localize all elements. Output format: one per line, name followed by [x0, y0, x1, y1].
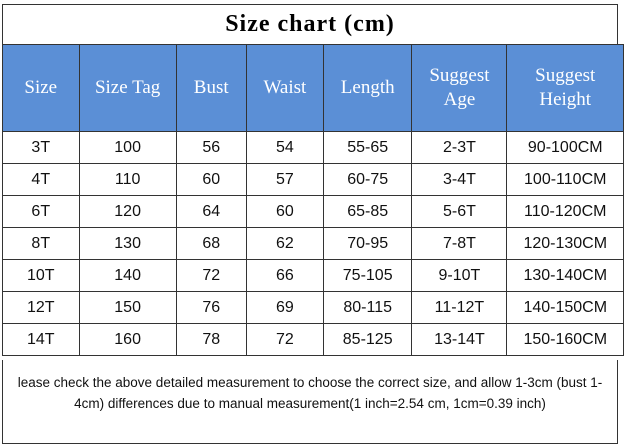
data-cell: 11-12T — [411, 291, 508, 324]
data-cell: 120-130CM — [506, 227, 624, 260]
data-cell: 78 — [175, 323, 247, 356]
data-cell: 60-75 — [323, 163, 413, 196]
data-cell: 57 — [245, 163, 325, 196]
data-cell: 54 — [245, 131, 325, 164]
data-cell: 150-160CM — [506, 323, 624, 356]
data-cell: 120 — [78, 195, 177, 228]
data-cell: 110 — [78, 163, 177, 196]
data-cell: 55-65 — [323, 131, 413, 164]
data-cell: 80-115 — [323, 291, 413, 324]
title: Size chart (cm) — [2, 4, 618, 44]
data-cell: 100 — [78, 131, 177, 164]
data-cell: 4T — [2, 163, 80, 196]
data-row: 8T 130 68 62 70-95 7-8T 120-130CM — [2, 227, 624, 260]
data-row: 10T 140 72 66 75-105 9-10T 130-140CM — [2, 259, 624, 292]
data-cell: 70-95 — [323, 227, 413, 260]
data-cell: 150 — [78, 291, 177, 324]
data-cell: 65-85 — [323, 195, 413, 228]
data-row: 12T 150 76 69 80-115 11-12T 140-150CM — [2, 291, 624, 324]
data-cell: 2-3T — [411, 131, 508, 164]
data-cell: 5-6T — [411, 195, 508, 228]
header-cell: Suggest Height — [506, 44, 624, 132]
data-cell: 13-14T — [411, 323, 508, 356]
data-cell: 130-140CM — [506, 259, 624, 292]
header-cell: Length — [323, 44, 413, 132]
data-cell: 8T — [2, 227, 80, 260]
data-row: 4T 110 60 57 60-75 3-4T 100-110CM — [2, 163, 624, 196]
data-cell: 10T — [2, 259, 80, 292]
data-cell: 6T — [2, 195, 80, 228]
data-cell: 110-120CM — [506, 195, 624, 228]
data-cell: 85-125 — [323, 323, 413, 356]
data-cell: 140 — [78, 259, 177, 292]
note: lease check the above detailed measureme… — [2, 360, 618, 444]
data-cell: 3-4T — [411, 163, 508, 196]
data-cell: 56 — [175, 131, 247, 164]
header-cell: Waist — [245, 44, 325, 132]
data-cell: 75-105 — [323, 259, 413, 292]
header-cell: Suggest Age — [411, 44, 508, 132]
data-cell: 60 — [245, 195, 325, 228]
data-cell: 76 — [175, 291, 247, 324]
data-cell: 72 — [245, 323, 325, 356]
data-cell: 69 — [245, 291, 325, 324]
data-cell: 66 — [245, 259, 325, 292]
data-row: 3T 100 56 54 55-65 2-3T 90-100CM — [2, 131, 624, 164]
header-row: Size Size Tag Bust Waist Length Suggest Age Su… — [2, 44, 624, 132]
data-row: 14T 160 78 72 85-125 13-14T 150-160CM — [2, 323, 624, 356]
data-cell: 9-10T — [411, 259, 508, 292]
data-cell: 3T — [2, 131, 80, 164]
data-cell: 68 — [175, 227, 247, 260]
data-cell: 62 — [245, 227, 325, 260]
data-cell: 64 — [175, 195, 247, 228]
data-cell: 100-110CM — [506, 163, 624, 196]
size-table: Size Size Tag Bust Waist Length Suggest Age Su… — [2, 44, 624, 356]
header-cell: Size Tag — [78, 44, 177, 132]
data-cell: 12T — [2, 291, 80, 324]
data-cell: 140-150CM — [506, 291, 624, 324]
data-row: 6T 120 64 60 65-85 5-6T 110-120CM — [2, 195, 624, 228]
data-cell: 90-100CM — [506, 131, 624, 164]
data-cell: 160 — [78, 323, 177, 356]
data-cell: 130 — [78, 227, 177, 260]
data-cell: 14T — [2, 323, 80, 356]
data-cell: 60 — [175, 163, 247, 196]
header-cell: Size — [2, 44, 80, 132]
data-cell: 72 — [175, 259, 247, 292]
header-cell: Bust — [175, 44, 247, 132]
data-cell: 7-8T — [411, 227, 508, 260]
